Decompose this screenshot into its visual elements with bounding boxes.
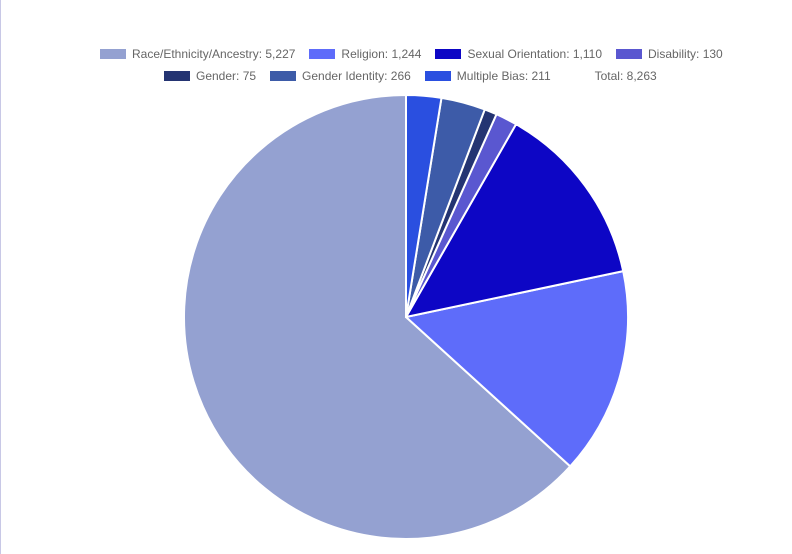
legend-label-religion: Religion: 1,244	[341, 47, 422, 61]
legend-item-gender[interactable]: Gender: 75	[164, 69, 256, 83]
pie-slice-multiple-bias[interactable]	[405, 94, 443, 318]
legend-item-race[interactable]: Race/Ethnicity/Ancestry: 5,227	[100, 47, 295, 61]
legend-swatch-disability	[616, 49, 643, 59]
legend-item-religion[interactable]: Religion: 1,244	[309, 47, 421, 61]
legend-total: Total: 8,263	[594, 69, 657, 83]
pie-slice-race-ethnicity-ancestry[interactable]	[183, 94, 572, 540]
legend-swatch-religion	[309, 49, 336, 59]
legend-swatch-sexual-orientation	[435, 49, 462, 59]
legend-row-1: Race/Ethnicity/Ancestry: 5,227 Religion:…	[100, 47, 723, 61]
pie-slice-sexual-orientation[interactable]	[405, 123, 625, 318]
legend-label-gender: Gender: 75	[196, 69, 257, 83]
legend-label-sexual-orientation: Sexual Orientation: 1,110	[467, 47, 603, 61]
legend-row-2: Gender: 75 Gender Identity: 266 Multiple…	[164, 69, 657, 83]
legend-swatch-race	[100, 49, 126, 59]
pie-slice-religion[interactable]	[405, 270, 629, 468]
legend-swatch-gender-identity	[270, 71, 297, 81]
legend-label-race: Race/Ethnicity/Ancestry: 5,227	[132, 47, 296, 61]
legend-label-disability: Disability: 130	[648, 47, 723, 61]
legend-item-gender-identity[interactable]: Gender Identity: 266	[270, 69, 411, 83]
left-border-line	[0, 0, 1, 554]
legend-label-gender-identity: Gender Identity: 266	[302, 69, 411, 83]
legend-swatch-gender	[164, 71, 190, 81]
legend-swatch-multiple-bias	[424, 71, 451, 81]
legend-item-sexual-orientation[interactable]: Sexual Orientation: 1,110	[435, 47, 602, 61]
legend-item-multiple-bias[interactable]: Multiple Bias: 211	[424, 69, 551, 83]
legend-item-disability[interactable]: Disability: 130	[616, 47, 723, 61]
legend-label-multiple-bias: Multiple Bias: 211	[456, 69, 551, 83]
